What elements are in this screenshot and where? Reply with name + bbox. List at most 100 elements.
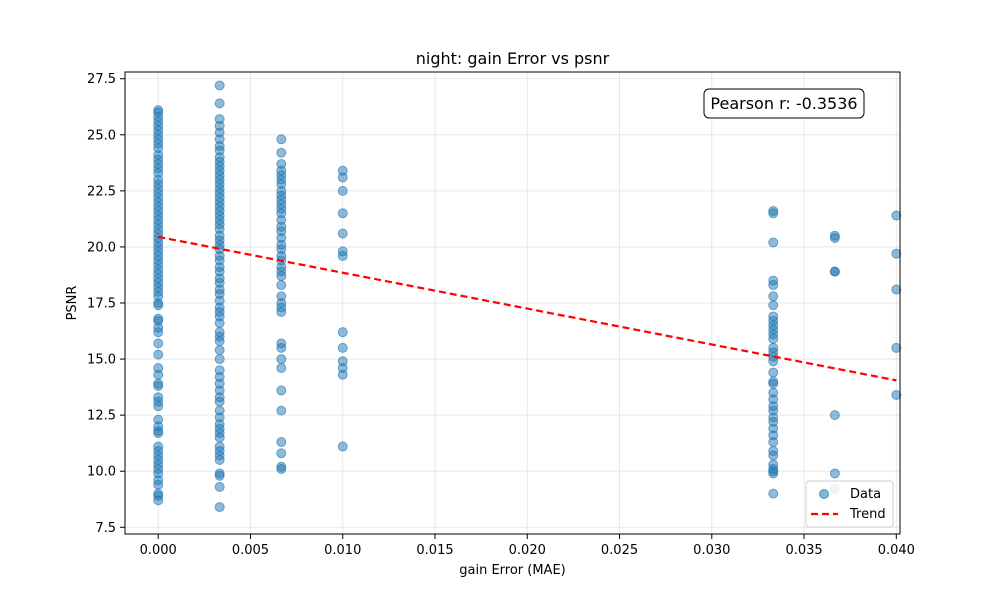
data-point [276,342,287,353]
annotation-box [703,88,865,119]
data-point [214,318,225,329]
x-tick-label: 0.040 [878,543,915,558]
data-point [214,502,225,513]
y-tick-label: 22.5 [87,184,116,199]
y-axis-label: PSNR [65,286,80,321]
data-point [891,284,902,295]
data-point [337,250,348,261]
pearson-annotation: Pearson r: -0.3536 [703,88,865,119]
data-point [337,327,348,338]
data-point [337,208,348,219]
data-point [153,327,164,338]
data-point [768,237,779,248]
data-point [337,172,348,183]
data-point [891,210,902,221]
data-point [829,468,840,479]
y-tick-label: 25.0 [87,128,116,143]
x-axis-label: gain Error (MAE) [459,563,566,578]
data-point [214,80,225,91]
data-point [276,385,287,396]
x-tick-label: 0.020 [509,543,546,558]
data-point [153,369,164,380]
trend-line-group [158,235,897,382]
data-point [214,454,225,465]
data-point [768,333,779,344]
data-point [153,349,164,360]
y-tick-label: 7.5 [95,521,116,536]
x-tick-label: 0.005 [232,543,269,558]
data-point [153,380,164,391]
data-point [337,369,348,380]
data-point [276,271,287,282]
data-point [214,336,225,347]
data-point [768,300,779,311]
data-point [768,488,779,499]
data-points [153,80,902,513]
data-point [276,134,287,145]
data-point [829,410,840,421]
data-point [153,495,164,506]
y-tick-label: 20.0 [87,240,116,255]
legend-trend-label: Trend [849,507,886,522]
data-point [768,280,779,291]
data-point [829,266,840,277]
data-point [768,356,779,367]
data-point [214,345,225,356]
y-tick-label: 10.0 [87,465,116,480]
data-point [276,437,287,448]
x-tick-label: 0.030 [693,543,730,558]
data-point [276,354,287,365]
data-point [214,470,225,481]
data-point [768,450,779,461]
data-point [891,248,902,259]
chart-title: night: gain Error vs psnr [416,49,610,68]
data-point [337,228,348,239]
data-point [153,401,164,412]
data-point [214,354,225,365]
data-point [768,468,779,479]
data-point [276,306,287,317]
data-point [337,342,348,353]
data-point [768,437,779,448]
data-point [829,232,840,243]
y-tick-label: 27.5 [87,72,116,87]
data-point [337,441,348,452]
data-point [276,363,287,374]
x-tick-label: 0.010 [324,543,361,558]
data-point [768,378,779,389]
x-tick-label: 0.035 [785,543,822,558]
data-point [153,300,164,311]
x-tick-label: 0.000 [140,543,177,558]
data-point [768,291,779,302]
x-tick-label: 0.015 [416,543,453,558]
data-point [276,405,287,416]
data-point [153,338,164,349]
data-point [214,98,225,109]
y-tick-label: 17.5 [87,297,116,312]
data-point [891,389,902,400]
y-axis-ticks: 7.5 10.0 12.5 15.0 17.5 20.0 22.5 25.0 27.5 [87,72,125,536]
data-point [153,428,164,439]
data-point [214,481,225,492]
legend-data-label: Data [850,487,881,502]
x-tick-label: 0.025 [601,543,638,558]
data-point [768,367,779,378]
data-point [337,185,348,196]
data-point [276,280,287,291]
data-point [891,342,902,353]
trend-line [158,235,897,382]
annotation-text: Pearson r: -0.3536 [710,94,857,113]
y-tick-label: 15.0 [87,353,116,368]
data-point [214,432,225,443]
data-point [276,147,287,158]
data-point [768,208,779,219]
y-tick-label: 12.5 [87,409,116,424]
data-point [153,479,164,490]
legend-data-marker [819,489,829,499]
data-point [214,396,225,407]
x-axis-ticks: 0.000 0.005 0.010 0.015 0.020 0.025 0.030 0.035… [140,534,915,558]
legend: Data Trend [805,480,894,528]
data-point [276,463,287,474]
data-point [276,448,287,459]
